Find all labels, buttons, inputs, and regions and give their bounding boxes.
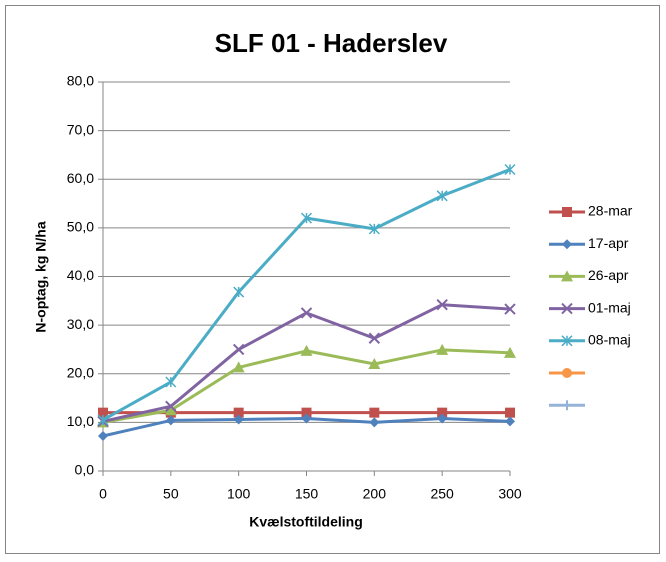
x-tick-label: 200 [363,486,387,502]
x-tick-label: 300 [498,486,522,502]
x-tick-label: 50 [163,486,179,502]
marker [562,400,572,411]
marker [368,332,381,344]
marker [369,417,380,428]
marker [232,361,245,373]
x-tick-label: 150 [295,486,319,502]
x-tick-label: 250 [430,486,454,502]
y-tick-label: 20,0 [67,364,94,380]
y-tick-label: 0,0 [75,462,95,478]
marker [165,400,177,413]
x-axis-label: Kvælstoftildeling [249,514,363,530]
marker [562,207,572,217]
y-axis-label: N-optag, kg N/ha [33,221,49,332]
marker [504,163,516,176]
marker [505,407,515,418]
marker [98,407,108,418]
marker [233,286,245,298]
marker [301,413,312,424]
y-tick-label: 40,0 [67,267,94,283]
marker [165,415,176,426]
y-tick-label: 60,0 [67,170,94,186]
y-tick-label: 10,0 [67,413,94,429]
marker [98,430,108,441]
y-tick-label: 50,0 [67,219,94,235]
marker [164,404,177,416]
marker [300,344,313,356]
marker [504,346,516,358]
marker [437,407,448,418]
marker [368,358,381,370]
marker [233,414,244,425]
marker [301,407,312,418]
marker [369,407,380,418]
marker [561,302,573,315]
marker [437,413,448,424]
marker [436,343,449,355]
marker [505,416,515,427]
marker [233,407,244,418]
marker [232,343,245,356]
y-tick-label: 80,0 [67,73,94,89]
y-tick-label: 70,0 [67,121,94,137]
legend-label: 17-apr [588,235,629,251]
chart-title: SLF 01 - Haderslev [215,28,448,58]
marker [300,307,313,319]
marker [561,335,573,347]
marker [165,376,177,388]
legend-label: 28-mar [588,203,633,219]
x-tick-label: 100 [227,486,251,502]
legend-label: 26-apr [588,267,629,283]
legend-label: 08-maj [588,332,631,348]
marker [562,239,572,250]
marker [97,414,109,426]
marker [504,303,516,315]
marker [561,270,573,282]
marker [562,368,572,378]
chart-frame [5,5,660,554]
legend-label: 01-maj [588,299,631,315]
marker [368,223,380,235]
y-tick-label: 30,0 [67,316,94,332]
marker [436,190,448,202]
x-tick-label: 0 [99,486,107,502]
marker [300,212,313,224]
marker [436,298,448,311]
